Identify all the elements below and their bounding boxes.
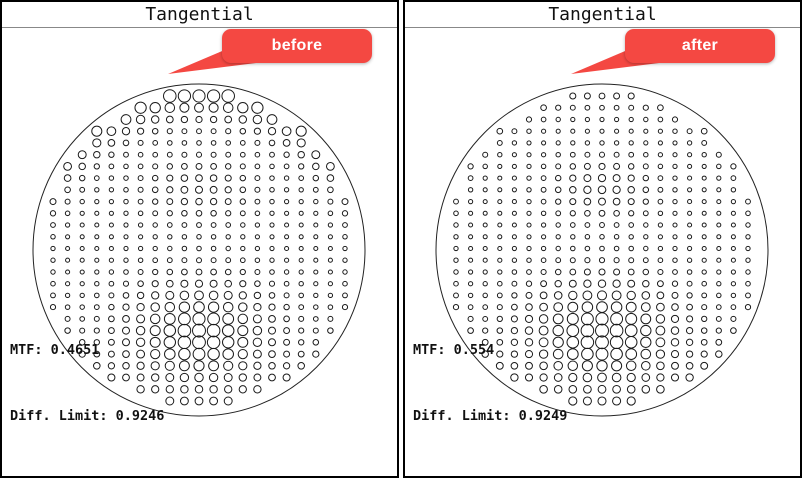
panel-title: Tangential — [405, 2, 800, 28]
diff-limit-value: Diff. Limit: 0.9249 — [413, 408, 568, 424]
metrics-block: MTF: 0.4651 Diff. Limit: 0.9246 — [10, 295, 164, 471]
panel-before: Tangential before MTF: 0.4651 Diff. Limi… — [0, 0, 399, 478]
diff-limit-value: Diff. Limit: 0.9246 — [10, 408, 165, 424]
callout-label: before — [271, 37, 323, 54]
spot-diagram-area — [405, 28, 800, 476]
spot-diagram-area — [2, 28, 397, 476]
panel-title: Tangential — [2, 2, 397, 28]
callout-bubble: after — [625, 29, 775, 63]
panel-after: Tangential after MTF: 0.554 Diff. Limit:… — [403, 0, 802, 478]
mtf-value: MTF: 0.554 — [413, 342, 495, 358]
mtf-value: MTF: 0.4651 — [10, 342, 100, 358]
callout-bubble: before — [222, 29, 372, 63]
spot-diagram — [435, 83, 769, 417]
spot-diagram — [32, 83, 366, 417]
metrics-block: MTF: 0.554 Diff. Limit: 0.9249 — [413, 295, 567, 471]
callout-label: after — [681, 37, 719, 54]
